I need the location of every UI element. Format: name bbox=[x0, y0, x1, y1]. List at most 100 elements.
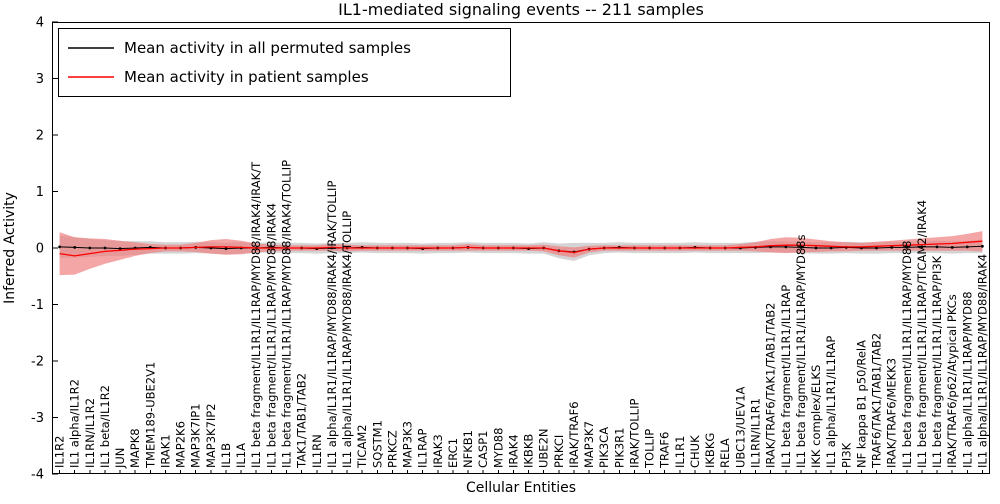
x-tick-label: IL1 beta fragment/IL1R1/IL1RAP/MYD88 bbox=[900, 241, 914, 468]
legend-label-patient: Mean activity in patient samples bbox=[124, 68, 369, 86]
x-tick-label: IL1 alpha/IL1R1/IL1RAP/MYD88 bbox=[960, 291, 974, 468]
x-tick-label: IL1 alpha/IL1R1/IL1RAP/MYD88/IRAK4/TOLLI… bbox=[340, 211, 354, 468]
x-tick-label: IL1B bbox=[219, 443, 233, 468]
x-tick-label: IRAK1 bbox=[159, 434, 173, 468]
y-axis-ticks: -4 -3 -2 -1 0 1 2 3 4 bbox=[31, 16, 58, 483]
x-axis-ticks bbox=[59, 470, 983, 474]
x-tick-label: IRAK3 bbox=[431, 434, 445, 468]
x-tick-label: IRAK4 bbox=[506, 434, 520, 468]
y-tick-value: -4 bbox=[31, 468, 44, 483]
confidence-bands bbox=[59, 231, 983, 276]
x-tick-label: IL1 alpha/IL1R1/IL1RAP/MYD88/IRAK4/IRAK/… bbox=[325, 181, 339, 468]
permuted-marker bbox=[88, 246, 92, 250]
x-tick-label: TRAF6 bbox=[658, 432, 672, 469]
permuted-marker bbox=[965, 245, 969, 249]
x-tick-label: IRAK/TRAF6/MEKK3 bbox=[885, 358, 899, 468]
patient-mean-line bbox=[59, 240, 983, 257]
x-tick-label: PIK3CA bbox=[597, 427, 611, 468]
x-tick-label: IL1 beta fragment/IL1R1/IL1RAP/MYD88/IRA… bbox=[280, 160, 294, 468]
x-category-labels: IL1R2 IL1 alpha/IL1R2 IL1RN/IL1R2 IL1 beta/… bbox=[53, 160, 990, 469]
x-tick-label: RELA bbox=[718, 438, 732, 468]
x-tick-label: NFKB1 bbox=[461, 430, 475, 468]
y-axis-label: Inferred Activity bbox=[2, 192, 18, 304]
permuted-marker bbox=[920, 245, 924, 249]
permuted-marker bbox=[58, 245, 61, 249]
y-tick-value: 0 bbox=[36, 242, 44, 257]
x-tick-label: PI3K bbox=[839, 442, 853, 468]
x-tick-label: IRAK/TOLLIP bbox=[628, 399, 642, 468]
x-tick-label: IL1R2 bbox=[53, 436, 67, 468]
x-tick-label: MAPK8 bbox=[128, 428, 142, 468]
y-tick-value: 2 bbox=[36, 129, 44, 144]
x-tick-label: IKBKG bbox=[703, 433, 717, 468]
patient-band bbox=[59, 231, 983, 276]
x-tick-label: MAP2K6 bbox=[174, 421, 188, 468]
permuted-marker bbox=[875, 246, 878, 250]
x-tick-label: IL1 beta/IL1R2 bbox=[98, 385, 112, 468]
x-tick-label: IKBKB bbox=[522, 434, 536, 468]
permuted-marker bbox=[73, 246, 77, 249]
x-tick-label: IKK complex/ELKS bbox=[809, 365, 823, 468]
permuted-marker bbox=[935, 245, 939, 249]
x-tick-label: IL1RN/IL1R1 bbox=[749, 398, 763, 468]
chart-title: IL1-mediated signaling events -- 211 sam… bbox=[338, 0, 704, 19]
x-tick-label: IL1A bbox=[234, 443, 248, 468]
permuted-marker bbox=[784, 245, 788, 249]
y-tick-value: -3 bbox=[31, 411, 44, 426]
x-tick-label: UBE2N bbox=[537, 429, 551, 469]
x-tick-label: CASP1 bbox=[476, 431, 490, 468]
permuted-marker bbox=[799, 246, 803, 249]
x-tick-label: TOLLIP bbox=[643, 429, 657, 469]
series-lines bbox=[58, 240, 984, 257]
axes: -4 -3 -2 -1 0 1 2 3 4 bbox=[31, 16, 990, 483]
x-tick-label: PRKCI bbox=[552, 435, 566, 468]
x-tick-label: MAP3K7IP1 bbox=[189, 403, 203, 468]
y-tick-value: 4 bbox=[36, 16, 44, 31]
permuted-marker bbox=[905, 246, 909, 249]
legend-label-permuted: Mean activity in all permuted samples bbox=[124, 39, 411, 57]
x-tick-label: PRKCZ bbox=[385, 430, 399, 468]
x-tick-label: IL1R1 bbox=[673, 436, 687, 468]
x-tick-label: MAP3K3 bbox=[401, 421, 415, 468]
permuted-marker bbox=[950, 246, 954, 249]
x-tick-label: PIK3R1 bbox=[612, 428, 626, 469]
x-tick-label: IL1 beta fragment/IL1R1/IL1RAP/MYD88s bbox=[794, 235, 808, 468]
x-tick-label: IL1 alpha/IL1R2 bbox=[68, 379, 82, 468]
x-axis-label: Cellular Entities bbox=[466, 480, 576, 496]
x-tick-label: TAK1/TAB1/TAB2 bbox=[295, 373, 309, 469]
x-tick-label: TRAF6/TAK1/TAB1/TAB2 bbox=[870, 333, 884, 469]
x-tick-label: IRAK/TRAF6/p62/Atypical PKCs bbox=[945, 294, 959, 468]
x-tick-label: TICAM2 bbox=[355, 424, 369, 469]
x-tick-label: IRAK/TRAF6 bbox=[567, 401, 581, 468]
x-tick-label: IL1 beta fragment/IL1R1/IL1RAP/PI3K bbox=[930, 255, 944, 468]
x-tick-label: IL1RN bbox=[310, 434, 324, 468]
legend-box bbox=[58, 28, 511, 97]
x-tick-label: IL1 alpha/IL1R1/IL1RAP/MYD88/IRAK4 bbox=[975, 254, 989, 468]
y-tick-value: -2 bbox=[31, 355, 44, 370]
x-tick-label: IL1 beta fragment/IL1R1/IL1RAP/TICAM2/IR… bbox=[915, 200, 929, 468]
x-tick-label: JUN bbox=[113, 448, 127, 469]
x-tick-label: IRAK/TRAF6/TAK1/TAB1/TAB2 bbox=[764, 303, 778, 468]
x-tick-label: SQSTM1 bbox=[370, 420, 384, 468]
x-tick-label: IL1 beta fragment/IL1R1/IL1RAP bbox=[779, 285, 793, 468]
x-tick-label: CHUK bbox=[688, 435, 702, 468]
x-tick-label: IL1 beta fragment/IL1R1/IL1RAP/MYD88/IRA… bbox=[264, 203, 278, 468]
x-tick-label: IL1RAP bbox=[416, 428, 430, 468]
x-tick-label: IL1 alpha/IL1R1/IL1RAP bbox=[824, 336, 838, 468]
x-tick-label: IL1 beta fragment/IL1R1/IL1RAP/MYD88/IRA… bbox=[249, 161, 263, 468]
permuted-marker bbox=[224, 247, 228, 251]
x-tick-label: UBC13/UEV1A bbox=[733, 386, 747, 468]
permuted-marker bbox=[103, 246, 107, 250]
x-tick-label: ERC1 bbox=[446, 438, 460, 468]
permuted-marker bbox=[118, 247, 122, 251]
x-tick-label: MAP3K7 bbox=[582, 421, 596, 468]
legend: Mean activity in all permuted samples Me… bbox=[58, 28, 511, 97]
y-tick-value: 1 bbox=[36, 185, 44, 200]
x-tick-label: IL1RN/IL1R2 bbox=[83, 398, 97, 468]
permuted-marker bbox=[829, 246, 833, 250]
permuted-marker bbox=[814, 246, 818, 250]
x-tick-label: TMEM189-UBE2V1 bbox=[143, 362, 157, 469]
y-tick-value: 3 bbox=[36, 72, 44, 87]
